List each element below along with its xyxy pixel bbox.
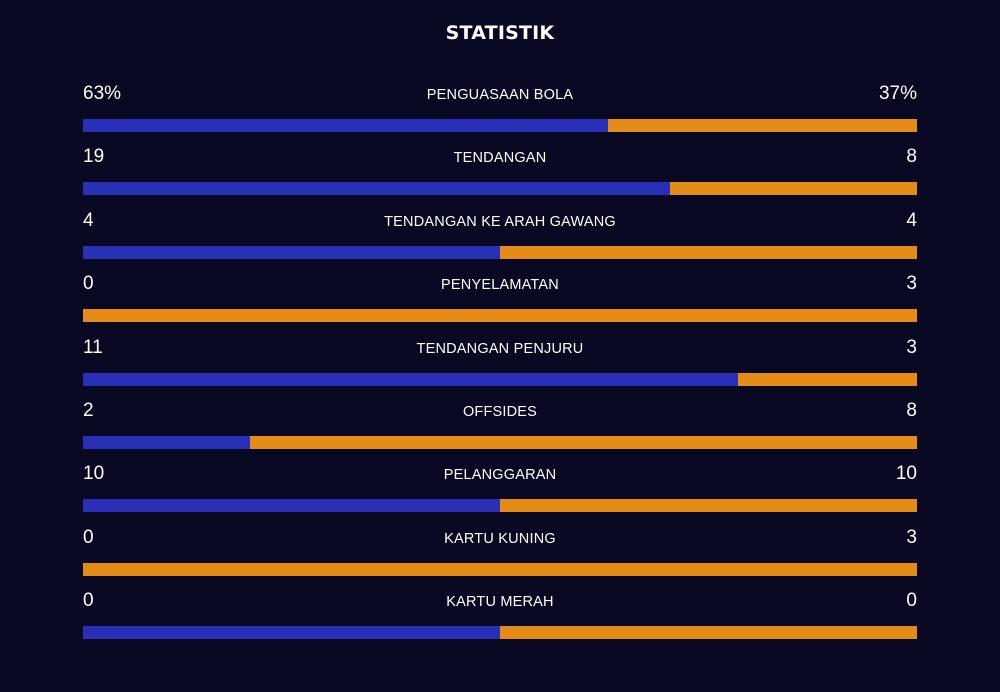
stat-bar-home [83, 372, 739, 386]
stat-row: 11 TENDANGAN PENJURU 3 [83, 334, 917, 397]
stat-comparison-bar [83, 626, 917, 640]
stat-bar-away [249, 435, 917, 449]
stat-label: TENDANGAN KE ARAH GAWANG [384, 213, 616, 230]
stat-comparison-bar [83, 245, 917, 259]
stat-label: OFFSIDES [462, 403, 538, 420]
stat-row: 63% PENGUASAAN BOLA 37% [83, 80, 917, 143]
stat-bar-home [83, 245, 500, 259]
stat-bar-away [83, 309, 917, 323]
stat-home-value: 63% [83, 83, 122, 104]
stat-away-value: 0 [906, 590, 917, 612]
stat-bar-away [608, 119, 917, 132]
stat-home-value: 0 [83, 590, 94, 612]
stat-comparison-bar [83, 309, 917, 323]
stat-comparison-bar [83, 562, 917, 576]
stat-bar-home [83, 499, 500, 513]
stat-label: PENGUASAAN BOLA [426, 87, 574, 103]
stat-bar-home [83, 119, 609, 132]
stat-row: 0 KARTU KUNING 3 [83, 524, 917, 587]
stat-row: 4 TENDANGAN KE ARAH GAWANG 4 [83, 207, 917, 270]
stat-label: KARTU MERAH [446, 594, 554, 611]
stat-home-value: 0 [83, 526, 94, 548]
stat-bar-away [669, 182, 917, 196]
stat-comparison-bar [83, 499, 917, 513]
stat-comparison-bar [83, 435, 917, 449]
stat-away-value: 4 [906, 209, 917, 231]
stat-label: PELANGGARAN [443, 467, 557, 484]
stat-bar-home [83, 435, 250, 449]
stat-bar-away [500, 245, 917, 259]
stat-home-value: 4 [83, 209, 94, 231]
stat-row: 0 KARTU MERAH 0 [83, 587, 917, 650]
stat-row: 2 OFFSIDES 8 [83, 397, 917, 460]
stat-row: 0 PENYELAMATAN 3 [83, 270, 917, 333]
stat-bar-away [738, 372, 917, 386]
stat-label: PENYELAMATAN [441, 277, 559, 294]
page-title: STATISTIK [445, 22, 555, 44]
stat-bar-away [500, 626, 917, 640]
stats-list: 63% PENGUASAAN BOLA 37% 19 TENDANGAN 8 4 TENDAN… [83, 80, 917, 651]
stat-bar-away [83, 562, 917, 576]
stat-away-value: 3 [906, 336, 917, 358]
stat-bar-home [83, 182, 670, 196]
stat-label: TENDANGAN PENJURU [416, 340, 584, 357]
stat-home-value: 0 [83, 273, 94, 295]
stat-row: 10 PELANGGARAN 10 [83, 460, 917, 523]
stat-label: TENDANGAN [453, 150, 547, 167]
stat-bar-away [500, 499, 917, 513]
stat-away-value: 10 [895, 463, 917, 485]
stat-away-value: 8 [906, 146, 917, 168]
stat-away-value: 37% [878, 83, 917, 104]
stat-away-value: 8 [906, 399, 917, 421]
stat-home-value: 2 [83, 399, 94, 421]
stat-away-value: 3 [906, 273, 917, 295]
stat-comparison-bar [83, 372, 917, 386]
stat-home-value: 19 [83, 146, 105, 168]
stat-comparison-bar [83, 182, 917, 196]
stat-bar-home [83, 626, 500, 640]
stat-away-value: 3 [906, 526, 917, 548]
stat-label: KARTU KUNING [444, 530, 556, 547]
stat-home-value: 10 [83, 463, 105, 485]
stat-row: 19 TENDANGAN 8 [83, 143, 917, 206]
stat-home-value: 11 [83, 336, 103, 358]
stat-comparison-bar [83, 119, 917, 132]
